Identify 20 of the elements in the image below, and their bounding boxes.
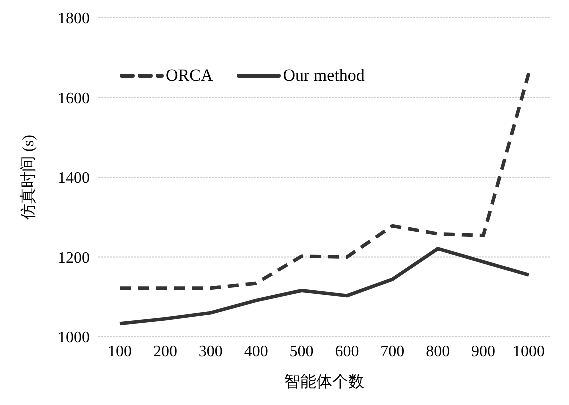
x-tick-label: 600 <box>335 343 360 360</box>
x-tick-label: 700 <box>380 343 405 360</box>
x-tick-label: 800 <box>426 343 450 360</box>
y-tick-label: 1800 <box>58 10 90 28</box>
x-tick-label: 500 <box>290 343 314 360</box>
x-tick-label: 100 <box>108 343 132 360</box>
y-tick-label: 1600 <box>58 90 90 108</box>
x-tick-label: 400 <box>244 343 268 360</box>
x-tick-label: 1000 <box>513 343 545 360</box>
x-tick-label: 900 <box>472 343 496 360</box>
x-tick-label: 300 <box>198 343 223 360</box>
y-axis-title: 仿真时间 (s) <box>20 135 38 221</box>
legend-label: Our method <box>283 66 365 86</box>
y-tick-label: 1000 <box>58 330 90 347</box>
x-axis-title: 智能体个数 <box>284 373 364 391</box>
y-tick-label: 1200 <box>58 250 90 267</box>
x-tick-label: 200 <box>153 343 178 360</box>
y-tick-label: 1400 <box>58 170 90 188</box>
line-series <box>118 247 531 326</box>
legend-label: ORCA <box>166 66 214 86</box>
